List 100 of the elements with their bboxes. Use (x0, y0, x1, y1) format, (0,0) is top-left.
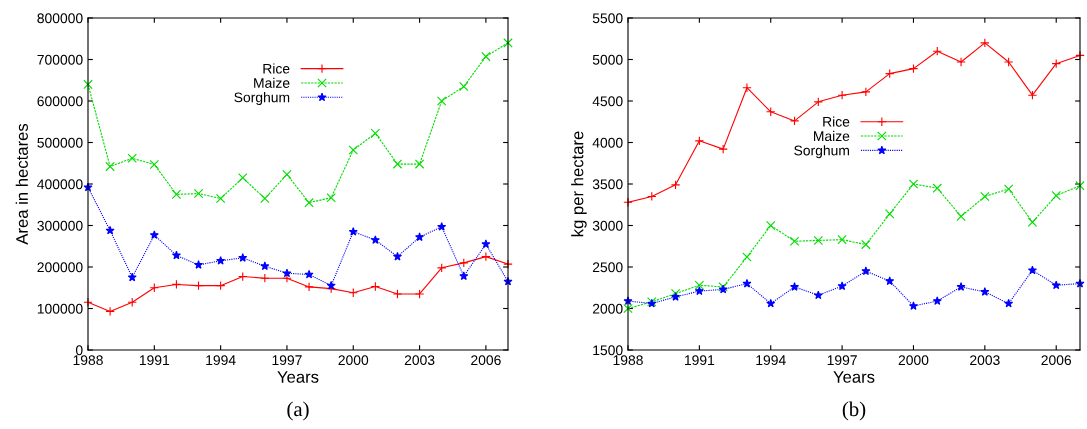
y-tick-label: 0 (75, 345, 83, 356)
text: (a) (287, 401, 309, 421)
point (671, 292, 681, 301)
legend-label: Maize (814, 130, 850, 142)
point (932, 183, 942, 193)
point (742, 252, 752, 262)
point (1003, 57, 1014, 67)
x-tick-label: 2006 (1041, 355, 1072, 366)
y-tick-label: 3500 (592, 179, 623, 190)
y-tick-label: 300000 (37, 220, 83, 231)
point (1051, 280, 1061, 290)
point (694, 280, 705, 290)
point (348, 227, 358, 236)
text: (b) (842, 401, 866, 421)
point (1051, 190, 1061, 201)
point (414, 159, 425, 169)
x-tick-label: 2003 (970, 355, 1000, 366)
point (149, 230, 159, 239)
y-tick-label: 3000 (592, 220, 623, 231)
point (1003, 184, 1014, 194)
point (326, 280, 336, 290)
point (282, 268, 292, 278)
y-tick-label: 5000 (592, 54, 623, 65)
legend-label: Rice (823, 116, 850, 127)
x-tick-label: 2000 (898, 355, 929, 366)
x-tick-label: 2006 (471, 355, 501, 366)
point (956, 282, 966, 291)
point (908, 301, 918, 310)
point (908, 179, 919, 189)
point (304, 269, 314, 279)
legend-label: Sorghum (234, 92, 290, 106)
point (127, 153, 137, 163)
point (370, 128, 381, 139)
x-tick-label: 1988 (73, 355, 103, 366)
point (260, 261, 270, 271)
point (260, 193, 270, 204)
y-tick-label: 4000 (592, 137, 623, 148)
point (742, 82, 752, 93)
y-tick-label: 5500 (592, 13, 623, 24)
x-tick-label: 1994 (206, 355, 236, 366)
y-tick-label: 2500 (592, 262, 623, 273)
point (193, 188, 204, 199)
y-axis-title: Area in hectares (15, 123, 28, 245)
point (436, 96, 447, 106)
x-tick-label: 1988 (613, 355, 643, 366)
point (215, 193, 226, 204)
point (105, 161, 115, 172)
y-axis-title: kg per hectare (571, 131, 587, 237)
point (105, 225, 115, 235)
point (789, 236, 800, 246)
point (956, 211, 966, 222)
x-tick-label: 1991 (139, 355, 170, 366)
y-tick-label: 700000 (37, 54, 83, 65)
point (437, 222, 447, 231)
y-tick-label: 100000 (37, 303, 83, 314)
point (459, 271, 469, 281)
point (884, 209, 895, 219)
x-tick-label: 1997 (827, 355, 857, 366)
legend-label: Sorghum (794, 145, 849, 159)
y-tick-label: 1500 (593, 345, 623, 356)
x-tick-label: 1994 (756, 355, 786, 366)
point (216, 256, 226, 265)
point (392, 289, 403, 299)
point (503, 38, 513, 48)
point (980, 287, 990, 296)
y-tick-label: 200000 (37, 262, 83, 273)
point (370, 235, 380, 244)
point (149, 159, 160, 170)
point (392, 251, 402, 261)
point (694, 286, 704, 295)
point (238, 253, 248, 262)
point (282, 169, 292, 180)
x-tick-label: 1991 (684, 355, 715, 366)
point (127, 272, 137, 282)
point (414, 289, 425, 299)
point (392, 159, 403, 169)
x-axis-title: Years (833, 371, 875, 383)
point (415, 232, 425, 242)
y-tick-label: 4500 (592, 96, 623, 107)
y-tick-label: 800000 (37, 13, 83, 24)
point (885, 276, 895, 286)
point (766, 220, 776, 231)
point (956, 57, 966, 67)
y-tick-label: 400000 (37, 179, 83, 190)
y-tick-label: 2000 (592, 303, 623, 314)
x-axis-title: Years (277, 371, 319, 383)
point (1027, 265, 1037, 275)
point (481, 239, 491, 249)
point (1075, 180, 1085, 191)
point (1027, 217, 1038, 227)
y-tick-label: 500000 (37, 137, 83, 148)
point (766, 298, 776, 308)
point (623, 303, 633, 314)
point (238, 173, 248, 183)
point (813, 290, 823, 300)
point (790, 282, 800, 291)
point (861, 239, 871, 250)
point (326, 192, 336, 203)
point (861, 266, 871, 276)
point (837, 234, 847, 245)
